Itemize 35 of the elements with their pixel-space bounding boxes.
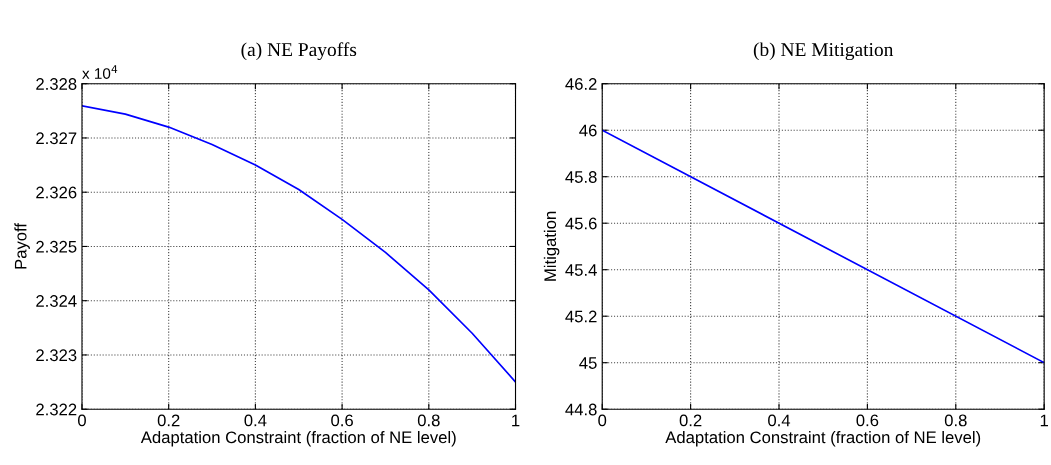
- x-tick-label: 0.8: [944, 414, 967, 427]
- x-tick-label: 0: [77, 414, 86, 427]
- x-tick-label: 1: [1040, 414, 1048, 427]
- y-tick-label: 45.8: [565, 171, 597, 183]
- y-tick-label: 2.328: [36, 78, 77, 90]
- y-tick-label: 2.325: [36, 240, 77, 253]
- x-tick-label: 0.6: [331, 414, 353, 427]
- y-tick-label: 2.327: [36, 132, 77, 145]
- x-tick-label: 0.4: [244, 414, 267, 427]
- line-series: [81, 105, 516, 383]
- y-tick-label: 46.2: [565, 78, 597, 90]
- x-tick-label: 0.2: [157, 414, 180, 427]
- text: x 10$^{4}$: [82, 65, 118, 79]
- x-tick-label: 0.8: [417, 414, 440, 427]
- y-tick-label: 45.4: [565, 264, 597, 276]
- y-tick-label: 45: [579, 357, 597, 369]
- y-axis-title: Mitigation: [543, 211, 560, 281]
- y-tick-label: 2.322: [36, 403, 77, 416]
- x-axis-title: Adaptation Constraint (fraction of NE level): [665, 430, 981, 447]
- y-tick-label: 2.324: [36, 295, 77, 307]
- y-tick-label: 44.8: [565, 403, 597, 416]
- x-tick-label: 0.4: [768, 414, 791, 427]
- x-axis-title: Adaptation Constraint (fraction of NE level): [140, 430, 456, 447]
- x-tick-label: 0.2: [679, 414, 702, 427]
- chart-title: (a) NE Payoffs: [241, 42, 357, 61]
- y-tick-label: 45.2: [565, 310, 597, 323]
- x-tick-label: 0.6: [856, 414, 879, 427]
- x-tick-label: 0: [598, 414, 607, 427]
- y-tick-label: 2.323: [36, 349, 77, 362]
- chart-title: (b) NE Mitigation: [753, 42, 894, 61]
- y-axis-title: Payoff: [14, 222, 30, 269]
- y-tick-label: 2.326: [36, 186, 77, 199]
- x-tick-label: 1: [512, 414, 520, 427]
- y-tick-label: 46: [579, 124, 597, 137]
- y-tick-label: 45.6: [565, 217, 597, 230]
